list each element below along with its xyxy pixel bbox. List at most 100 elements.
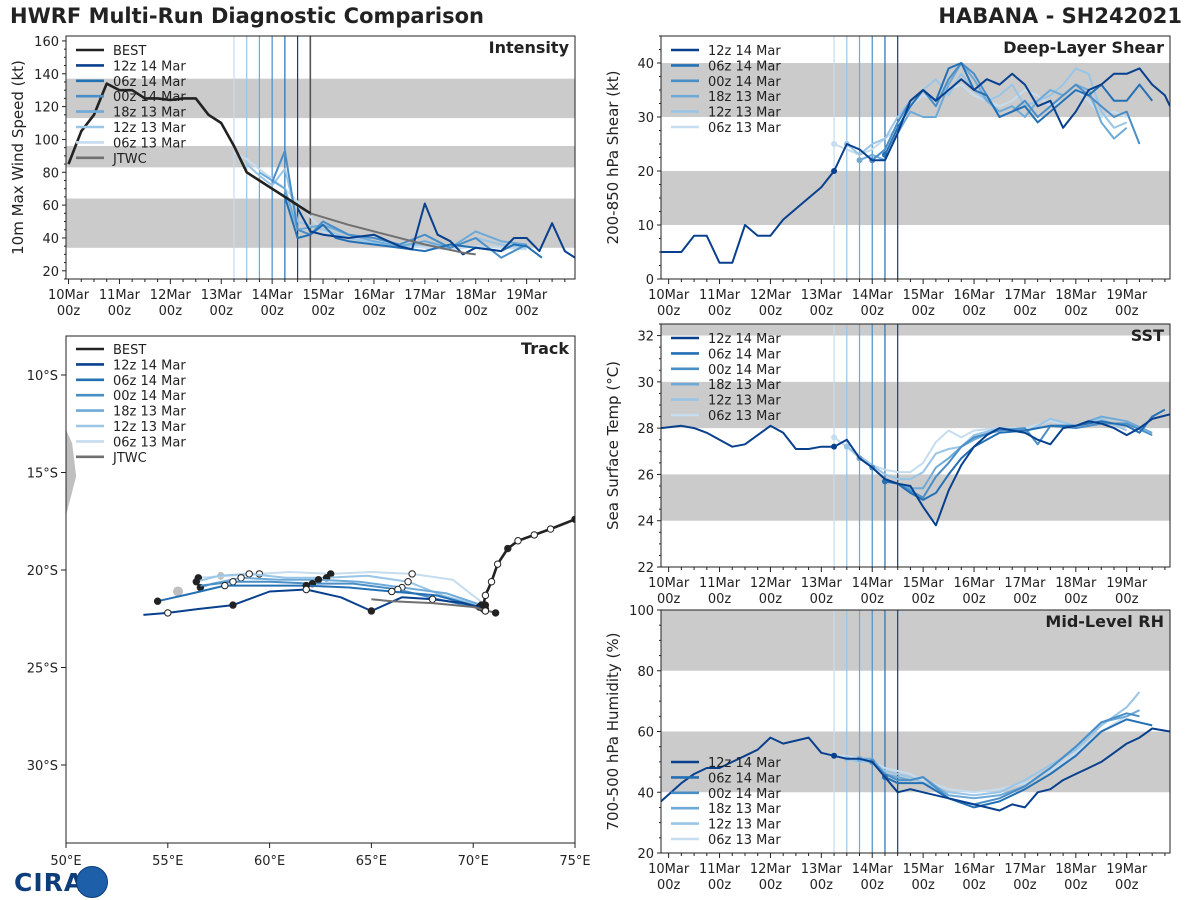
legend-label: JTWC [112,152,147,167]
track-line-jtwc [371,598,496,614]
series-line-12z-14-mar [661,727,1170,812]
track-point [546,525,555,533]
track-point [491,609,500,617]
y-axis-label: 200-850 hPa Shear (kt) [604,71,622,245]
legend-label: BEST [113,343,146,358]
x-tick-label: 18Mar [1055,862,1097,877]
x-tick-label: 18Mar [455,288,497,303]
y-tick-label: 0 [646,273,654,288]
x-tick-label-hour: 00z [759,592,783,607]
track-point [221,581,229,590]
y-tick-label: 120 [34,101,59,116]
y-tick-label: 26 [637,468,654,483]
init-marker [831,141,838,147]
x-tick-label-hour: 00z [108,304,132,319]
legend-label: 00z 14 Mar [708,363,781,378]
legend-label: 06z 14 Mar [708,59,781,74]
x-tick-label-hour: 00z [759,878,783,893]
panel-title: SST [1131,326,1164,345]
y-tick-label: 20°S [27,564,58,579]
track-point [481,591,490,600]
x-tick-label: 10Mar [648,862,690,877]
x-tick-label: 13Mar [201,288,243,303]
series-line-jtwc [310,212,476,256]
shaded-band [661,610,1170,671]
series-line-00z-14-mar [871,422,1153,499]
x-tick-label: 17Mar [404,288,446,303]
legend-label: 00z 14 Mar [113,389,186,404]
panel-rh: 2040608010010Mar00z11Mar00z12Mar00z13Mar… [604,604,1171,893]
series-line-12z-14-mar [661,413,1170,527]
legend-label: 18z 13 Mar [708,378,781,393]
x-tick-label-hour: 00z [515,304,539,319]
storm-name-title: HABANA - SH242021 [938,4,1182,28]
series-line-18z-13-mar [258,171,527,249]
series-line-12z-14-mar [661,67,1170,264]
x-tick-label: 16Mar [953,576,995,591]
shaded-band [661,474,1170,521]
x-tick-label-hour: 00z [1115,592,1139,607]
x-tick-label: 19Mar [1106,576,1148,591]
x-tick-label-hour: 00z [657,878,681,893]
x-tick-label: 10Mar [648,288,690,303]
track-point [493,560,502,568]
x-tick-label: 19Mar [506,288,548,303]
series-line-06z-14-mar [884,718,1153,809]
x-tick-label: 16Mar [953,288,995,303]
x-tick-label: 12Mar [150,288,192,303]
track-point [229,601,237,609]
y-tick-label: 40 [637,786,654,801]
y-tick-label: 80 [637,665,654,680]
init-marker [843,443,850,450]
reunion-island [172,586,183,597]
legend-label: 06z 13 Mar [708,121,781,136]
x-tick-label: 17Mar [1004,576,1046,591]
y-tick-label: 30°S [27,759,58,774]
panel-title: Intensity [489,38,570,57]
x-tick-label-hour: 00z [260,304,284,319]
init-marker [831,434,838,441]
y-tick-label: 80 [42,166,59,181]
legend-label: 06z 14 Mar [708,771,781,786]
track-point [428,595,437,603]
series-line-best [67,82,312,215]
x-tick-label: 12Mar [750,576,792,591]
x-tick-label-hour: 00z [57,304,81,319]
track-point [530,531,538,539]
track-point [192,578,201,586]
panel-title: Track [521,339,569,358]
y-tick-label: 25°S [27,662,58,677]
x-tick-label: 11Mar [699,288,741,303]
legend-label: 06z 14 Mar [708,347,781,362]
x-tick-label-hour: 00z [708,878,732,893]
y-tick-label: 160 [34,35,59,50]
x-tick-label: 11Mar [699,576,741,591]
track-point [404,578,412,586]
axes-frame [65,35,576,280]
legend-label: 18z 13 Mar [113,405,186,420]
track-point [487,578,496,586]
x-tick-label-hour: 00z [810,878,834,893]
track-line-best [482,518,575,612]
y-tick-label: 15°S [27,467,58,482]
legend-label: 06z 13 Mar [113,435,186,450]
y-tick-label: 100 [34,133,59,148]
y-tick-label: 40 [637,57,654,72]
shaded-band [661,381,1170,429]
x-tick-label: 65°E [356,854,387,869]
x-tick-label: 13Mar [801,862,843,877]
x-tick-label-hour: 00z [708,304,732,319]
track-point [367,607,376,615]
legend-label: 00z 14 Mar [708,75,781,90]
track-point [481,607,490,615]
x-tick-label: 11Mar [699,862,741,877]
legend-label: 00z 14 Mar [708,787,781,802]
legend-label: 06z 14 Mar [113,75,186,90]
x-tick-label-hour: 00z [464,304,488,319]
x-tick-label: 17Mar [1004,288,1046,303]
init-marker [856,157,863,164]
x-tick-label-hour: 00z [861,878,885,893]
x-tick-label: 18Mar [1055,576,1097,591]
x-tick-label: 12Mar [750,862,792,877]
x-tick-label: 14Mar [852,862,894,877]
